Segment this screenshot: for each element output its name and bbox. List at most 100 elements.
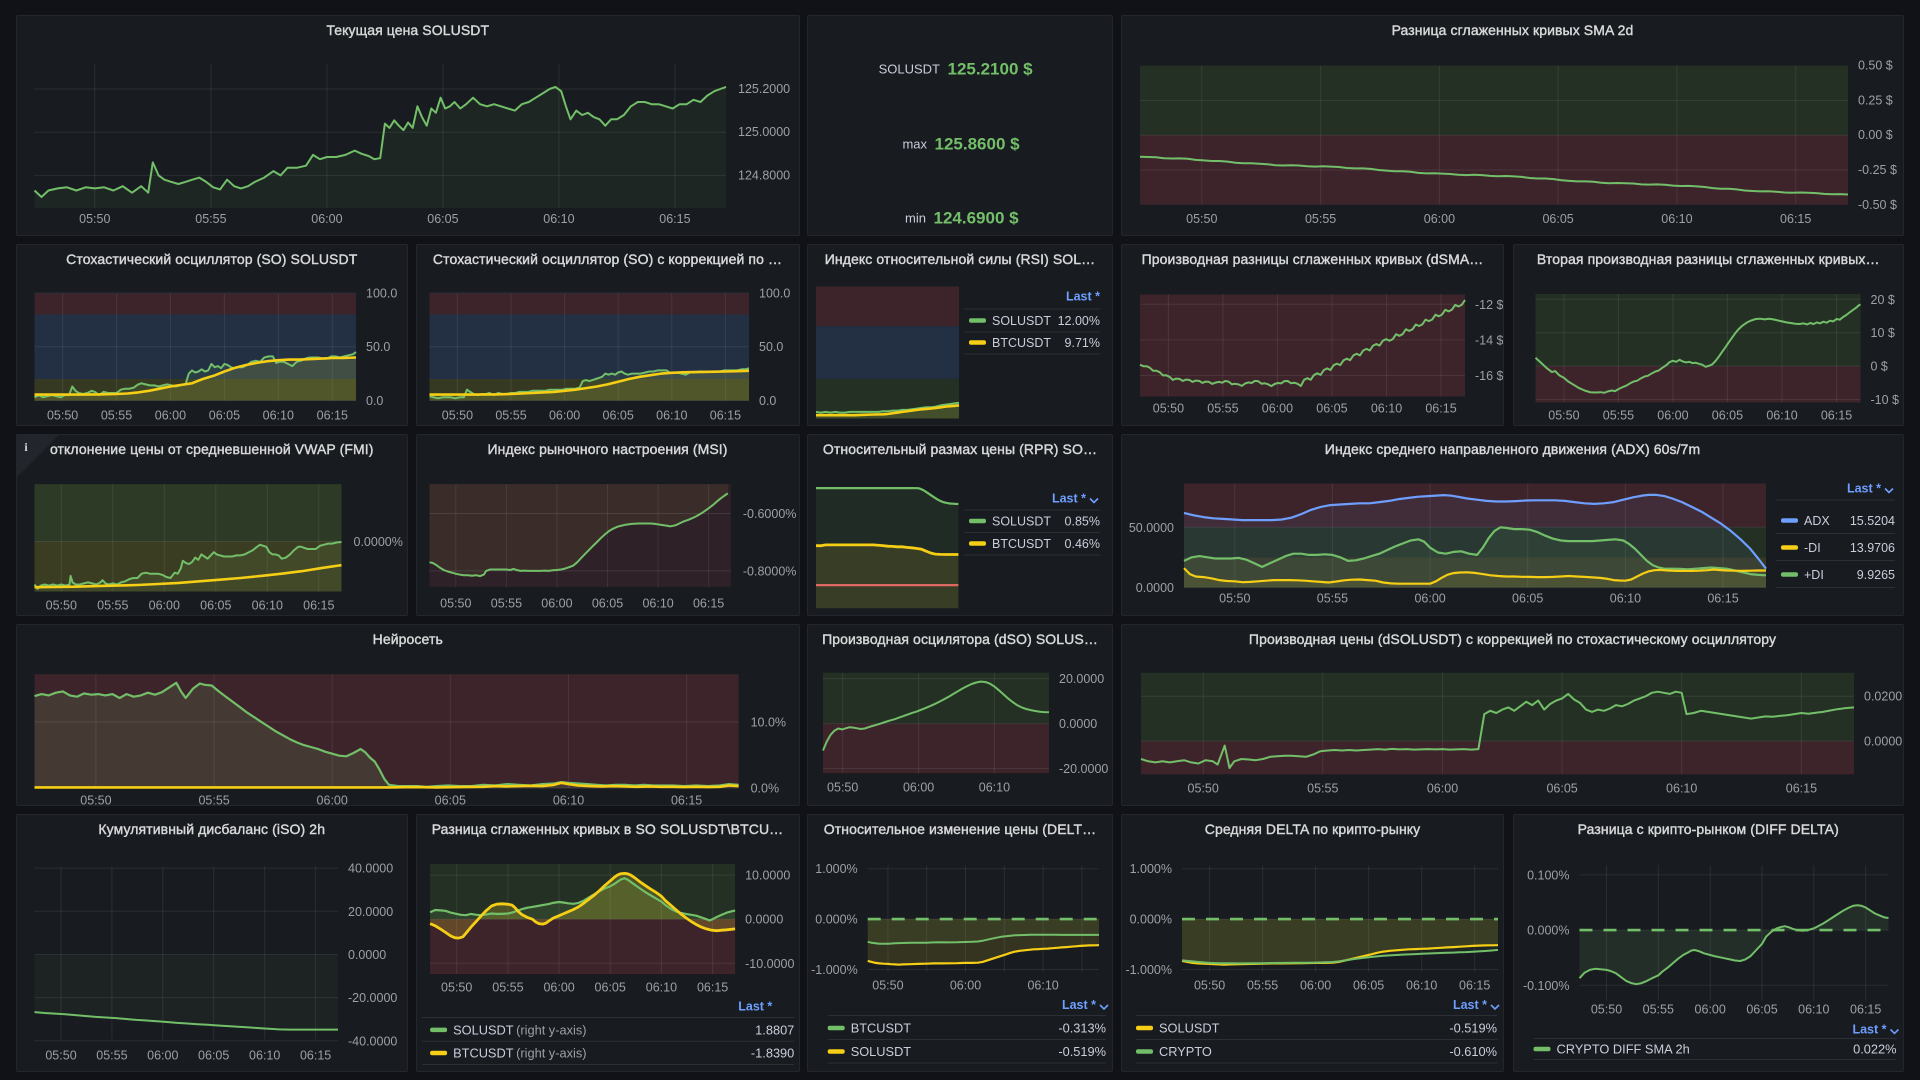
svg-text:0.0000: 0.0000: [1864, 734, 1902, 748]
svg-text:-40.0000: -40.0000: [348, 1034, 397, 1048]
svg-text:06:15: 06:15: [1786, 781, 1817, 795]
svg-text:06:10: 06:10: [249, 1048, 280, 1062]
svg-text:05:50: 05:50: [47, 408, 78, 422]
svg-text:15.5204: 15.5204: [1850, 514, 1895, 528]
svg-text:06:10: 06:10: [252, 598, 283, 612]
svg-text:0.0: 0.0: [759, 394, 776, 408]
svg-text:20.0000: 20.0000: [348, 904, 393, 918]
svg-text:-0.6000%: -0.6000%: [742, 507, 796, 521]
svg-text:-10.0000: -10.0000: [745, 956, 794, 970]
svg-text:06:15: 06:15: [303, 598, 334, 612]
svg-text:05:50: 05:50: [45, 1048, 76, 1062]
svg-text:i: i: [24, 440, 28, 454]
svg-text:06:15: 06:15: [1707, 591, 1738, 605]
svg-text:0.000%: 0.000%: [1130, 912, 1172, 926]
svg-text:Last *: Last *: [1052, 491, 1086, 505]
svg-text:0.000%: 0.000%: [815, 912, 857, 926]
svg-text:06:10: 06:10: [543, 212, 574, 226]
svg-text:05:55: 05:55: [1307, 781, 1338, 795]
svg-text:06:15: 06:15: [317, 408, 348, 422]
svg-text:06:00: 06:00: [317, 793, 348, 806]
svg-text:06:05: 06:05: [1546, 781, 1577, 795]
svg-text:06:10: 06:10: [1027, 978, 1058, 992]
svg-text:CRYPTO: CRYPTO: [1159, 1044, 1212, 1059]
svg-text:125.0000: 125.0000: [738, 125, 790, 139]
svg-text:05:50: 05:50: [1548, 408, 1579, 422]
svg-text:05:55: 05:55: [1207, 401, 1238, 415]
svg-text:0.25 $: 0.25 $: [1858, 93, 1893, 107]
svg-text:1.8807: 1.8807: [755, 1022, 794, 1037]
svg-text:(right y-axis): (right y-axis): [516, 1045, 586, 1060]
svg-text:10.0000: 10.0000: [745, 868, 790, 882]
svg-text:06:00: 06:00: [149, 598, 180, 612]
svg-text:-DI: -DI: [1804, 541, 1821, 555]
svg-text:CRYPTO DIFF SMA 2h: CRYPTO DIFF SMA 2h: [1556, 1041, 1689, 1056]
svg-text:-10 $: -10 $: [1870, 393, 1899, 407]
svg-text:06:05: 06:05: [602, 408, 633, 422]
svg-text:06:10: 06:10: [642, 596, 673, 610]
svg-text:05:55: 05:55: [490, 596, 521, 610]
svg-text:06:10: 06:10: [263, 408, 294, 422]
svg-text:06:05: 06:05: [198, 1048, 229, 1062]
svg-text:20.0000: 20.0000: [1059, 672, 1104, 686]
svg-text:0.0: 0.0: [366, 394, 383, 408]
svg-text:50.0000: 50.0000: [1129, 520, 1174, 534]
svg-text:10.0%: 10.0%: [751, 715, 786, 729]
svg-text:Last *: Last *: [1066, 289, 1100, 303]
svg-text:05:50: 05:50: [1194, 978, 1225, 992]
svg-text:06:00: 06:00: [903, 780, 934, 794]
svg-text:Last *: Last *: [738, 999, 772, 1013]
svg-text:06:05: 06:05: [1711, 408, 1742, 422]
svg-text:05:50: 05:50: [827, 780, 858, 794]
svg-text:0.0000: 0.0000: [1136, 580, 1174, 594]
svg-text:-0.519%: -0.519%: [1058, 1044, 1106, 1059]
svg-text:SOLUSDT: SOLUSDT: [453, 1022, 514, 1037]
svg-text:100.0: 100.0: [366, 286, 397, 300]
svg-text:12.00%: 12.00%: [1058, 314, 1100, 328]
svg-text:06:00: 06:00: [1694, 1002, 1725, 1016]
svg-text:06:15: 06:15: [696, 980, 727, 994]
svg-text:(right y-axis): (right y-axis): [516, 1022, 586, 1037]
svg-text:BTCUSDT: BTCUSDT: [992, 537, 1051, 551]
svg-text:0.85%: 0.85%: [1065, 514, 1100, 528]
svg-text:0.0%: 0.0%: [751, 781, 780, 795]
svg-text:06:10: 06:10: [1406, 978, 1437, 992]
svg-text:-14 $: -14 $: [1475, 333, 1504, 347]
svg-text:05:55: 05:55: [101, 408, 132, 422]
svg-text:05:50: 05:50: [1153, 401, 1184, 415]
svg-text:125.2100 $: 125.2100 $: [948, 60, 1034, 79]
svg-text:06:00: 06:00: [1427, 781, 1458, 795]
svg-text:05:50: 05:50: [80, 793, 111, 806]
svg-text:-0.610%: -0.610%: [1449, 1044, 1497, 1059]
svg-text:0.46%: 0.46%: [1065, 537, 1100, 551]
svg-text:06:00: 06:00: [543, 980, 574, 994]
svg-text:0.0200: 0.0200: [1864, 689, 1902, 703]
svg-text:13.9706: 13.9706: [1850, 541, 1895, 555]
svg-text:05:50: 05:50: [1219, 591, 1250, 605]
svg-text:0.0000: 0.0000: [745, 912, 783, 926]
svg-text:06:15: 06:15: [1459, 978, 1490, 992]
svg-text:06:15: 06:15: [671, 793, 702, 806]
svg-text:06:05: 06:05: [1353, 978, 1384, 992]
svg-text:+DI: +DI: [1804, 568, 1824, 582]
svg-text:40.0000: 40.0000: [348, 861, 393, 875]
svg-text:06:05: 06:05: [1316, 401, 1347, 415]
svg-text:05:55: 05:55: [1305, 212, 1336, 226]
svg-text:05:50: 05:50: [1590, 1002, 1621, 1016]
svg-text:06:10: 06:10: [979, 780, 1010, 794]
svg-text:BTCUSDT: BTCUSDT: [851, 1020, 912, 1035]
svg-text:06:05: 06:05: [1746, 1002, 1777, 1016]
svg-text:SOLUSDT: SOLUSDT: [992, 514, 1051, 528]
svg-text:06:10: 06:10: [1766, 408, 1797, 422]
svg-text:05:55: 05:55: [195, 212, 226, 226]
svg-text:06:05: 06:05: [200, 598, 231, 612]
svg-text:06:05: 06:05: [209, 408, 240, 422]
svg-text:100.0: 100.0: [759, 286, 790, 300]
svg-text:06:15: 06:15: [1850, 1002, 1881, 1016]
svg-text:0.0000: 0.0000: [1059, 717, 1097, 731]
svg-text:05:50: 05:50: [1188, 781, 1219, 795]
svg-text:06:10: 06:10: [645, 980, 676, 994]
svg-text:SOLUSDT: SOLUSDT: [851, 1044, 912, 1059]
svg-text:0.50 $: 0.50 $: [1858, 59, 1893, 73]
svg-text:-0.25 $: -0.25 $: [1858, 163, 1897, 177]
